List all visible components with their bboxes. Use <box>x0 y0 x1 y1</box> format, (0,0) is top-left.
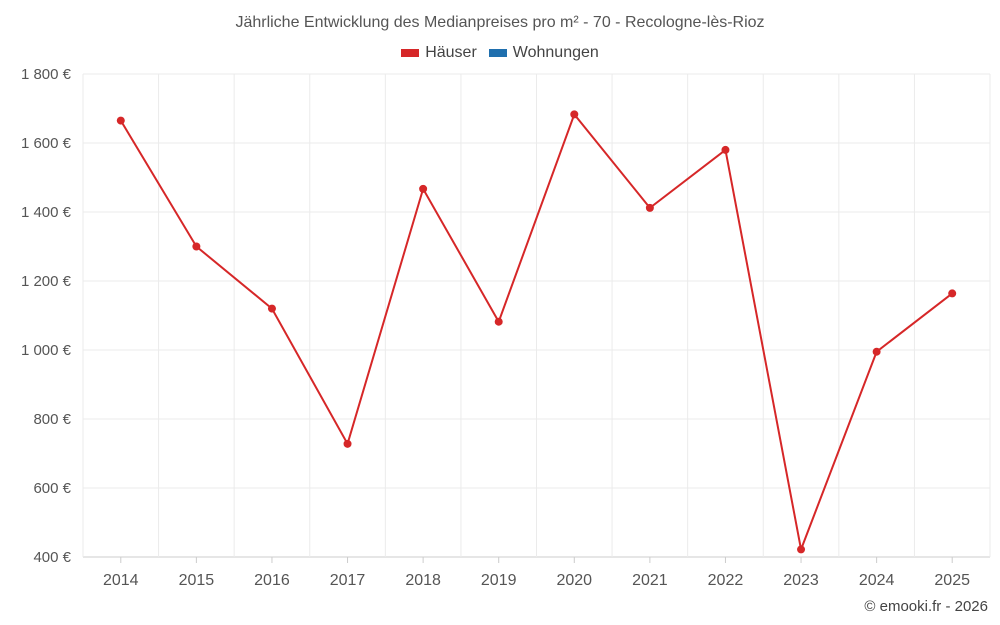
data-point-h-user <box>419 184 428 193</box>
data-point-h-user <box>494 317 503 326</box>
x-tick-label: 2022 <box>708 572 744 589</box>
x-tick-label: 2020 <box>556 572 592 589</box>
y-tick-label: 1 800 € <box>21 66 72 83</box>
data-point-h-user <box>570 110 579 119</box>
x-tick-label: 2024 <box>859 572 895 589</box>
legend: Häuser Wohnungen <box>0 44 1000 62</box>
x-tick-label: 2019 <box>481 572 517 589</box>
y-tick-label: 800 € <box>33 411 71 428</box>
data-point-h-user <box>645 203 654 212</box>
y-tick-label: 1 200 € <box>21 273 72 290</box>
copyright-text: © emooki.fr - 2026 <box>864 598 988 615</box>
legend-swatch-haeuser <box>401 49 420 57</box>
y-tick-label: 1 600 € <box>21 135 72 152</box>
data-point-h-user <box>948 289 957 298</box>
data-point-h-user <box>267 304 276 313</box>
y-tick-label: 600 € <box>33 480 71 497</box>
legend-label-wohnungen: Wohnungen <box>512 44 599 61</box>
x-tick-label: 2017 <box>330 572 366 589</box>
legend-swatch-wohnungen <box>488 49 507 57</box>
x-tick-label: 2015 <box>179 572 215 589</box>
data-point-h-user <box>192 242 201 251</box>
y-tick-label: 1 000 € <box>21 342 72 359</box>
x-tick-label: 2014 <box>103 572 139 589</box>
data-point-h-user <box>343 439 352 448</box>
data-point-h-user <box>116 116 125 125</box>
chart-title: Jährliche Entwicklung des Medianpreises … <box>235 14 765 31</box>
series-line-h-user <box>119 112 953 554</box>
data-point-h-user <box>872 347 881 356</box>
y-tick-label: 1 400 € <box>21 204 72 221</box>
x-tick-label: 2025 <box>934 572 970 589</box>
x-tick-label: 2021 <box>632 572 668 589</box>
data-point-h-user <box>721 145 730 154</box>
legend-label-haeuser: Häuser <box>425 44 477 61</box>
legend-item-wohnungen[interactable]: Wohnungen <box>488 44 599 62</box>
x-tick-label: 2018 <box>405 572 441 589</box>
y-tick-label: 400 € <box>33 549 71 566</box>
x-tick-label: 2016 <box>254 572 290 589</box>
legend-item-haeuser[interactable]: Häuser <box>401 44 477 62</box>
x-tick-label: 2023 <box>783 572 819 589</box>
data-point-h-user <box>797 545 806 554</box>
